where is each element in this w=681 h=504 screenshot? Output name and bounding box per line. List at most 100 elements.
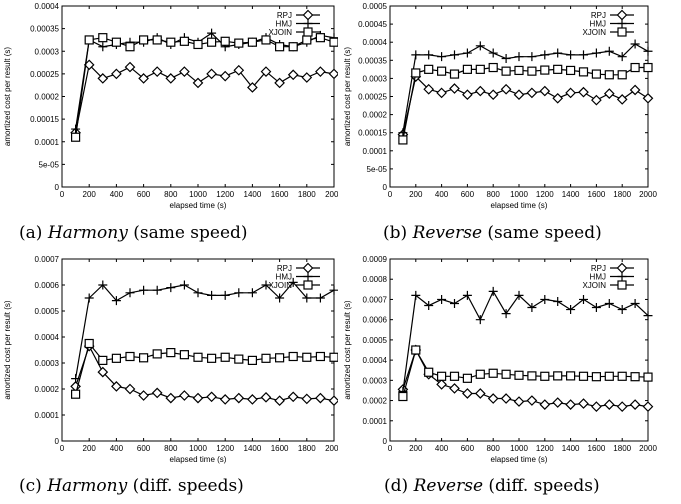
data-point-hmj xyxy=(604,298,614,308)
data-point-rpj xyxy=(462,388,473,399)
data-point-xjoin xyxy=(329,352,338,362)
y-tick-label: 0.00035 xyxy=(30,25,59,34)
data-point-xjoin xyxy=(193,352,203,362)
data-point-hmj xyxy=(437,52,447,62)
legend-marker-xjoin xyxy=(303,27,313,37)
data-point-xjoin xyxy=(553,64,563,74)
data-point-xjoin xyxy=(578,67,589,77)
data-point-xjoin xyxy=(207,353,217,363)
data-point-xjoin xyxy=(166,347,176,358)
y-tick-label: 0.0002 xyxy=(35,385,60,394)
data-point-rpj xyxy=(436,379,447,390)
x-tick-label: 1000 xyxy=(510,444,528,453)
data-point-rpj xyxy=(97,366,109,378)
x-axis-label: elapsed time (s) xyxy=(491,455,548,464)
data-point-xjoin xyxy=(501,369,511,379)
data-point-xjoin xyxy=(125,351,135,362)
data-point-hmj xyxy=(247,288,257,298)
data-point-hmj xyxy=(98,280,108,290)
data-point-rpj xyxy=(274,77,285,89)
data-point-rpj xyxy=(138,390,149,401)
y-axis-label: amortized cost per result (s) xyxy=(3,300,12,399)
y-tick-label: 0.0006 xyxy=(363,316,388,325)
data-point-hmj xyxy=(193,288,203,298)
x-axis-label: elapsed time (s) xyxy=(170,455,227,464)
legend-label-xjoin: XJOIN xyxy=(582,281,606,290)
data-point-xjoin xyxy=(617,70,627,80)
data-point-xjoin xyxy=(207,37,217,47)
data-point-rpj xyxy=(578,398,589,409)
caption-d-name: Reverse xyxy=(413,476,483,496)
x-tick-label: 1600 xyxy=(271,190,289,199)
y-tick-label: 0.00015 xyxy=(30,115,59,124)
data-point-hmj xyxy=(125,288,135,298)
x-tick-label: 200 xyxy=(83,190,97,199)
data-point-rpj xyxy=(565,87,576,99)
y-tick-label: 0.00045 xyxy=(358,20,387,29)
data-point-rpj xyxy=(449,83,460,94)
chart-harmony-same-speed: 0 200 400 600 800 1000 1200 1400 1600 1800 2000 0 5e… xyxy=(3,2,338,210)
data-point-xjoin xyxy=(488,62,498,73)
data-point-xjoin xyxy=(288,42,298,52)
y-tick-label: 0.0003 xyxy=(363,74,388,83)
data-point-rpj xyxy=(287,391,299,403)
data-point-xjoin xyxy=(514,370,524,380)
x-tick-label: 1200 xyxy=(216,190,234,199)
data-point-hmj xyxy=(514,52,524,62)
legend-marker-hmj xyxy=(617,19,627,28)
data-point-rpj xyxy=(206,391,217,403)
y-tick-label: 5e-05 xyxy=(367,165,388,174)
y-tick-label: 0.0004 xyxy=(363,38,388,47)
x-tick-label: 200 xyxy=(409,444,423,453)
legend-label-xjoin: XJOIN xyxy=(268,281,292,290)
data-point-hmj xyxy=(553,296,563,306)
series-line-hmj xyxy=(402,43,649,133)
data-point-hmj xyxy=(540,50,550,60)
data-point-hmj xyxy=(329,285,338,295)
data-point-rpj xyxy=(513,89,525,101)
caption-c-name: Harmony xyxy=(47,476,128,496)
data-point-xjoin xyxy=(617,371,627,381)
data-point-xjoin xyxy=(540,65,550,75)
data-point-xjoin xyxy=(84,338,94,349)
series-rpj xyxy=(397,344,654,412)
caption-c: (c) Harmony (diff. speeds) xyxy=(19,476,244,496)
legend-label-xjoin: XJOIN xyxy=(582,28,606,37)
legend-label-hmj: HMJ xyxy=(276,20,292,29)
data-point-hmj xyxy=(514,290,524,300)
data-point-xjoin xyxy=(288,351,298,362)
chart-reverse-diff-speeds: 0 200 400 600 800 1000 1200 1400 1600 1800 2000 0 0.… xyxy=(343,255,657,464)
data-point-rpj xyxy=(436,87,447,99)
data-point-rpj xyxy=(539,85,551,97)
data-point-hmj xyxy=(643,46,653,56)
data-point-xjoin xyxy=(98,355,108,366)
data-point-rpj xyxy=(616,401,628,412)
x-tick-label: 2000 xyxy=(325,444,338,453)
data-point-hmj xyxy=(261,280,271,290)
x-tick-label: 600 xyxy=(137,444,151,453)
x-tick-label: 800 xyxy=(164,444,178,453)
data-point-xjoin xyxy=(247,37,257,47)
data-point-rpj xyxy=(301,393,313,405)
data-point-hmj xyxy=(591,303,601,313)
y-axis-label: amortized cost per result (s) xyxy=(343,47,352,146)
y-tick-label: 0.00035 xyxy=(358,56,387,65)
data-point-xjoin xyxy=(98,33,108,43)
data-point-rpj xyxy=(513,396,525,407)
x-tick-label: 1000 xyxy=(189,444,207,453)
y-axis-label: amortized cost per result (s) xyxy=(3,47,12,146)
y-tick-label: 0.0004 xyxy=(363,356,388,365)
legend-marker-rpj xyxy=(616,262,628,274)
data-point-xjoin xyxy=(139,35,149,45)
data-point-hmj xyxy=(207,290,217,300)
x-tick-label: 200 xyxy=(83,444,97,453)
legend-label-rpj: RPJ xyxy=(277,11,292,20)
y-axis-label: amortized cost per result (s) xyxy=(343,300,352,399)
data-point-rpj xyxy=(449,383,460,394)
data-point-rpj xyxy=(247,394,258,405)
data-point-xjoin xyxy=(630,62,640,73)
data-point-xjoin xyxy=(220,36,230,46)
data-point-hmj xyxy=(315,293,325,303)
data-point-hmj xyxy=(475,315,485,325)
